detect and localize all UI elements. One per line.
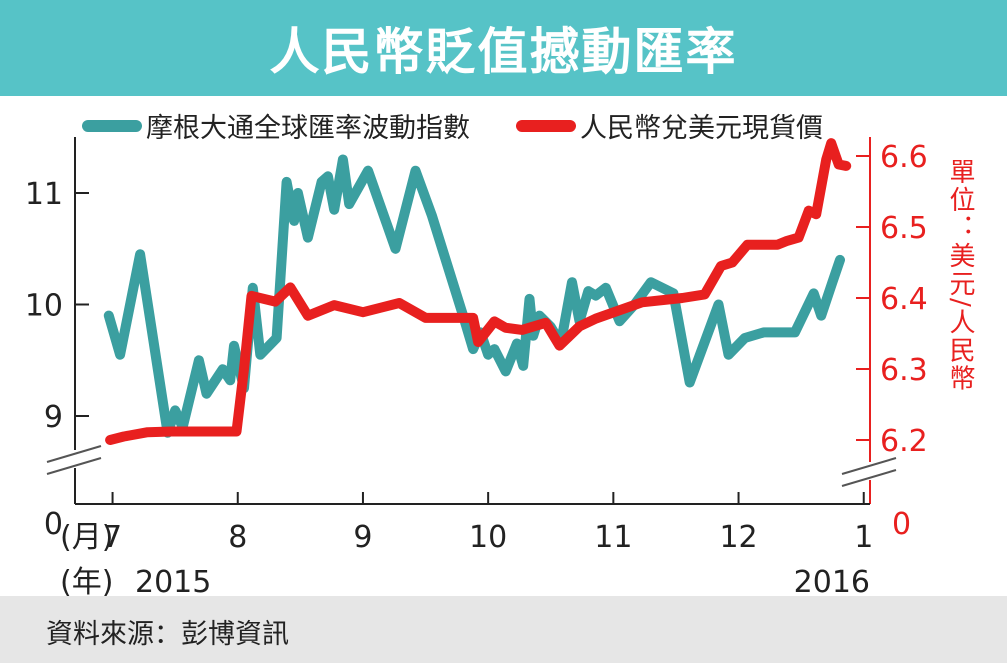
x-tick-label: 7 (103, 520, 122, 555)
axis-break-gap (844, 462, 896, 480)
left-tick-label: 11 (25, 177, 63, 212)
right-tick-label: 6.3 (880, 353, 928, 388)
year-end-label: 2016 (794, 565, 870, 596)
right-tick-label: 6.6 (880, 140, 928, 175)
x-tick-label: 12 (719, 520, 757, 555)
x-tick-label: 11 (594, 520, 632, 555)
year-unit-label: (年) (60, 565, 113, 596)
left-zero-label: 0 (44, 507, 63, 542)
left-tick-label: 9 (44, 400, 63, 435)
chart-title: 人民幣貶值撼動匯率 (269, 23, 738, 81)
right-tick-label: 6.2 (880, 424, 928, 459)
x-tick-label: 10 (469, 520, 507, 555)
x-tick-label: 8 (228, 520, 247, 555)
right-zero-label: 0 (892, 507, 911, 542)
legend-label: 人民幣兌美元現貨價 (580, 113, 823, 144)
right-tick-label: 6.5 (880, 211, 928, 246)
series-line-cny-spot-rate (105, 138, 852, 445)
x-unit-label: (月) (60, 520, 113, 555)
right-axis-unit-label: 單位：美元/人民幣 (945, 158, 975, 393)
axis-break-slash (46, 457, 102, 475)
year-start-label: 2015 (135, 565, 211, 596)
left-tick-label: 10 (25, 289, 63, 324)
x-tick-label: 1 (854, 520, 873, 555)
chart-area: 9 10 11 0 6.2 6.3 6.4 6.5 6.6 0 單位：美元/人民幣 7 8 9 10 11 12… (0, 96, 1007, 600)
title-banner: 人民幣貶值撼動匯率 (0, 0, 1007, 96)
source-text: 資料來源：彭博資訊 (46, 619, 289, 650)
source-footer: 資料來源：彭博資訊 (0, 596, 1007, 663)
axis-break-slash (841, 457, 897, 475)
series-line-volatility-index (103, 154, 845, 438)
axis-break-gap (49, 450, 101, 468)
right-tick-label: 6.4 (880, 282, 928, 317)
axis-break-slash (841, 469, 897, 487)
x-tick-label: 9 (353, 520, 372, 555)
axis-break-slash (46, 445, 102, 463)
legend-label: 摩根大通全球匯率波動指數 (146, 113, 470, 144)
